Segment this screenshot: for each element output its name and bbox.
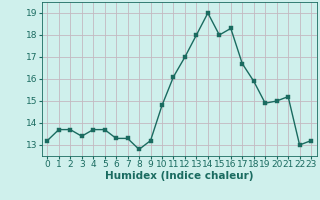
X-axis label: Humidex (Indice chaleur): Humidex (Indice chaleur) xyxy=(105,171,253,181)
